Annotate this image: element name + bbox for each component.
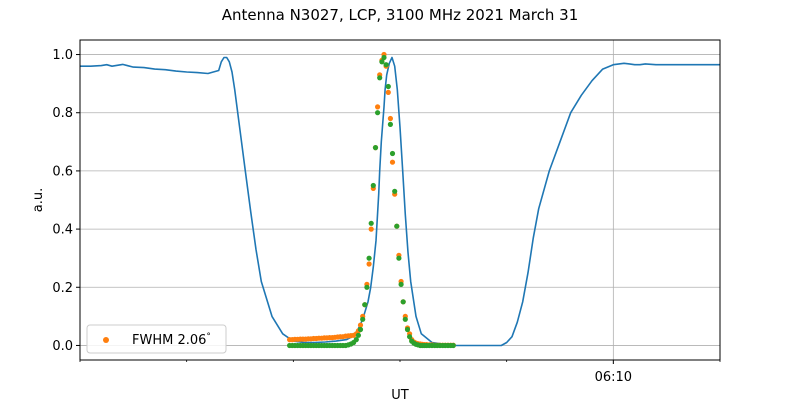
- data-point-series-2: [355, 332, 361, 338]
- data-point-series-2: [370, 182, 376, 189]
- data-point-series-2: [381, 54, 387, 61]
- y-tick-label: 0.0: [52, 339, 73, 354]
- data-point-series-1: [368, 226, 374, 232]
- legend: FWHM 2.06°: [86, 324, 227, 354]
- data-point-series-2: [402, 316, 408, 322]
- data-point-series-2: [362, 302, 368, 308]
- axis-ticks: 0.0 0.2 0.4 0.6 0.8 1.0 06:10: [52, 48, 721, 385]
- y-tick-label: 1.0: [52, 48, 73, 63]
- data-point-series-1: [385, 89, 391, 95]
- data-point-series-2: [398, 281, 404, 287]
- data-point-series-1: [389, 159, 396, 165]
- data-point-series-2: [353, 337, 359, 343]
- data-point-series-2: [389, 150, 396, 157]
- series-layer: [80, 51, 720, 349]
- y-tick-label: 0.4: [52, 223, 73, 238]
- data-point-series-1: [366, 261, 372, 267]
- data-point-series-1: [387, 115, 393, 122]
- data-point-series-1: [375, 104, 381, 110]
- x-tick-label: 06:10: [595, 370, 632, 385]
- data-point-series-2: [385, 83, 391, 90]
- x-axis-label: UT: [391, 388, 409, 400]
- y-tick-label: 0.8: [52, 106, 73, 121]
- legend-entry-text: FWHM 2.06: [132, 333, 206, 348]
- series-line: [80, 56, 720, 347]
- data-point-series-2: [366, 255, 372, 261]
- data-point-series-2: [372, 145, 379, 151]
- y-tick-label: 0.6: [52, 164, 73, 179]
- data-point-series-2: [400, 299, 406, 305]
- data-point-series-2: [379, 59, 385, 65]
- legend-box: [86, 324, 227, 354]
- legend-entry-degree: °: [206, 332, 211, 342]
- data-point-series-2: [364, 284, 370, 290]
- data-point-series-2: [375, 110, 381, 116]
- data-point-series-2: [394, 223, 400, 229]
- y-tick-label: 0.2: [52, 281, 73, 296]
- data-point-series-2: [396, 255, 402, 261]
- data-point-series-2: [377, 75, 383, 81]
- legend-entry: FWHM 2.06°: [132, 332, 211, 348]
- data-point-series-2: [392, 188, 398, 194]
- data-point-series-2: [450, 342, 456, 349]
- data-point-series-2: [407, 334, 413, 340]
- legend-marker: [103, 337, 109, 343]
- chart-title: Antenna N3027, LCP, 3100 MHz 2021 March …: [222, 6, 579, 24]
- data-point-series-2: [368, 220, 374, 226]
- y-axis-label: a.u.: [31, 188, 46, 212]
- data-point-series-2: [404, 326, 411, 333]
- data-point-series-2: [357, 326, 364, 333]
- data-point-series-2: [383, 62, 389, 68]
- data-point-series-2: [387, 121, 393, 127]
- data-point-series-1: [357, 322, 364, 328]
- data-point-series-2: [360, 316, 366, 322]
